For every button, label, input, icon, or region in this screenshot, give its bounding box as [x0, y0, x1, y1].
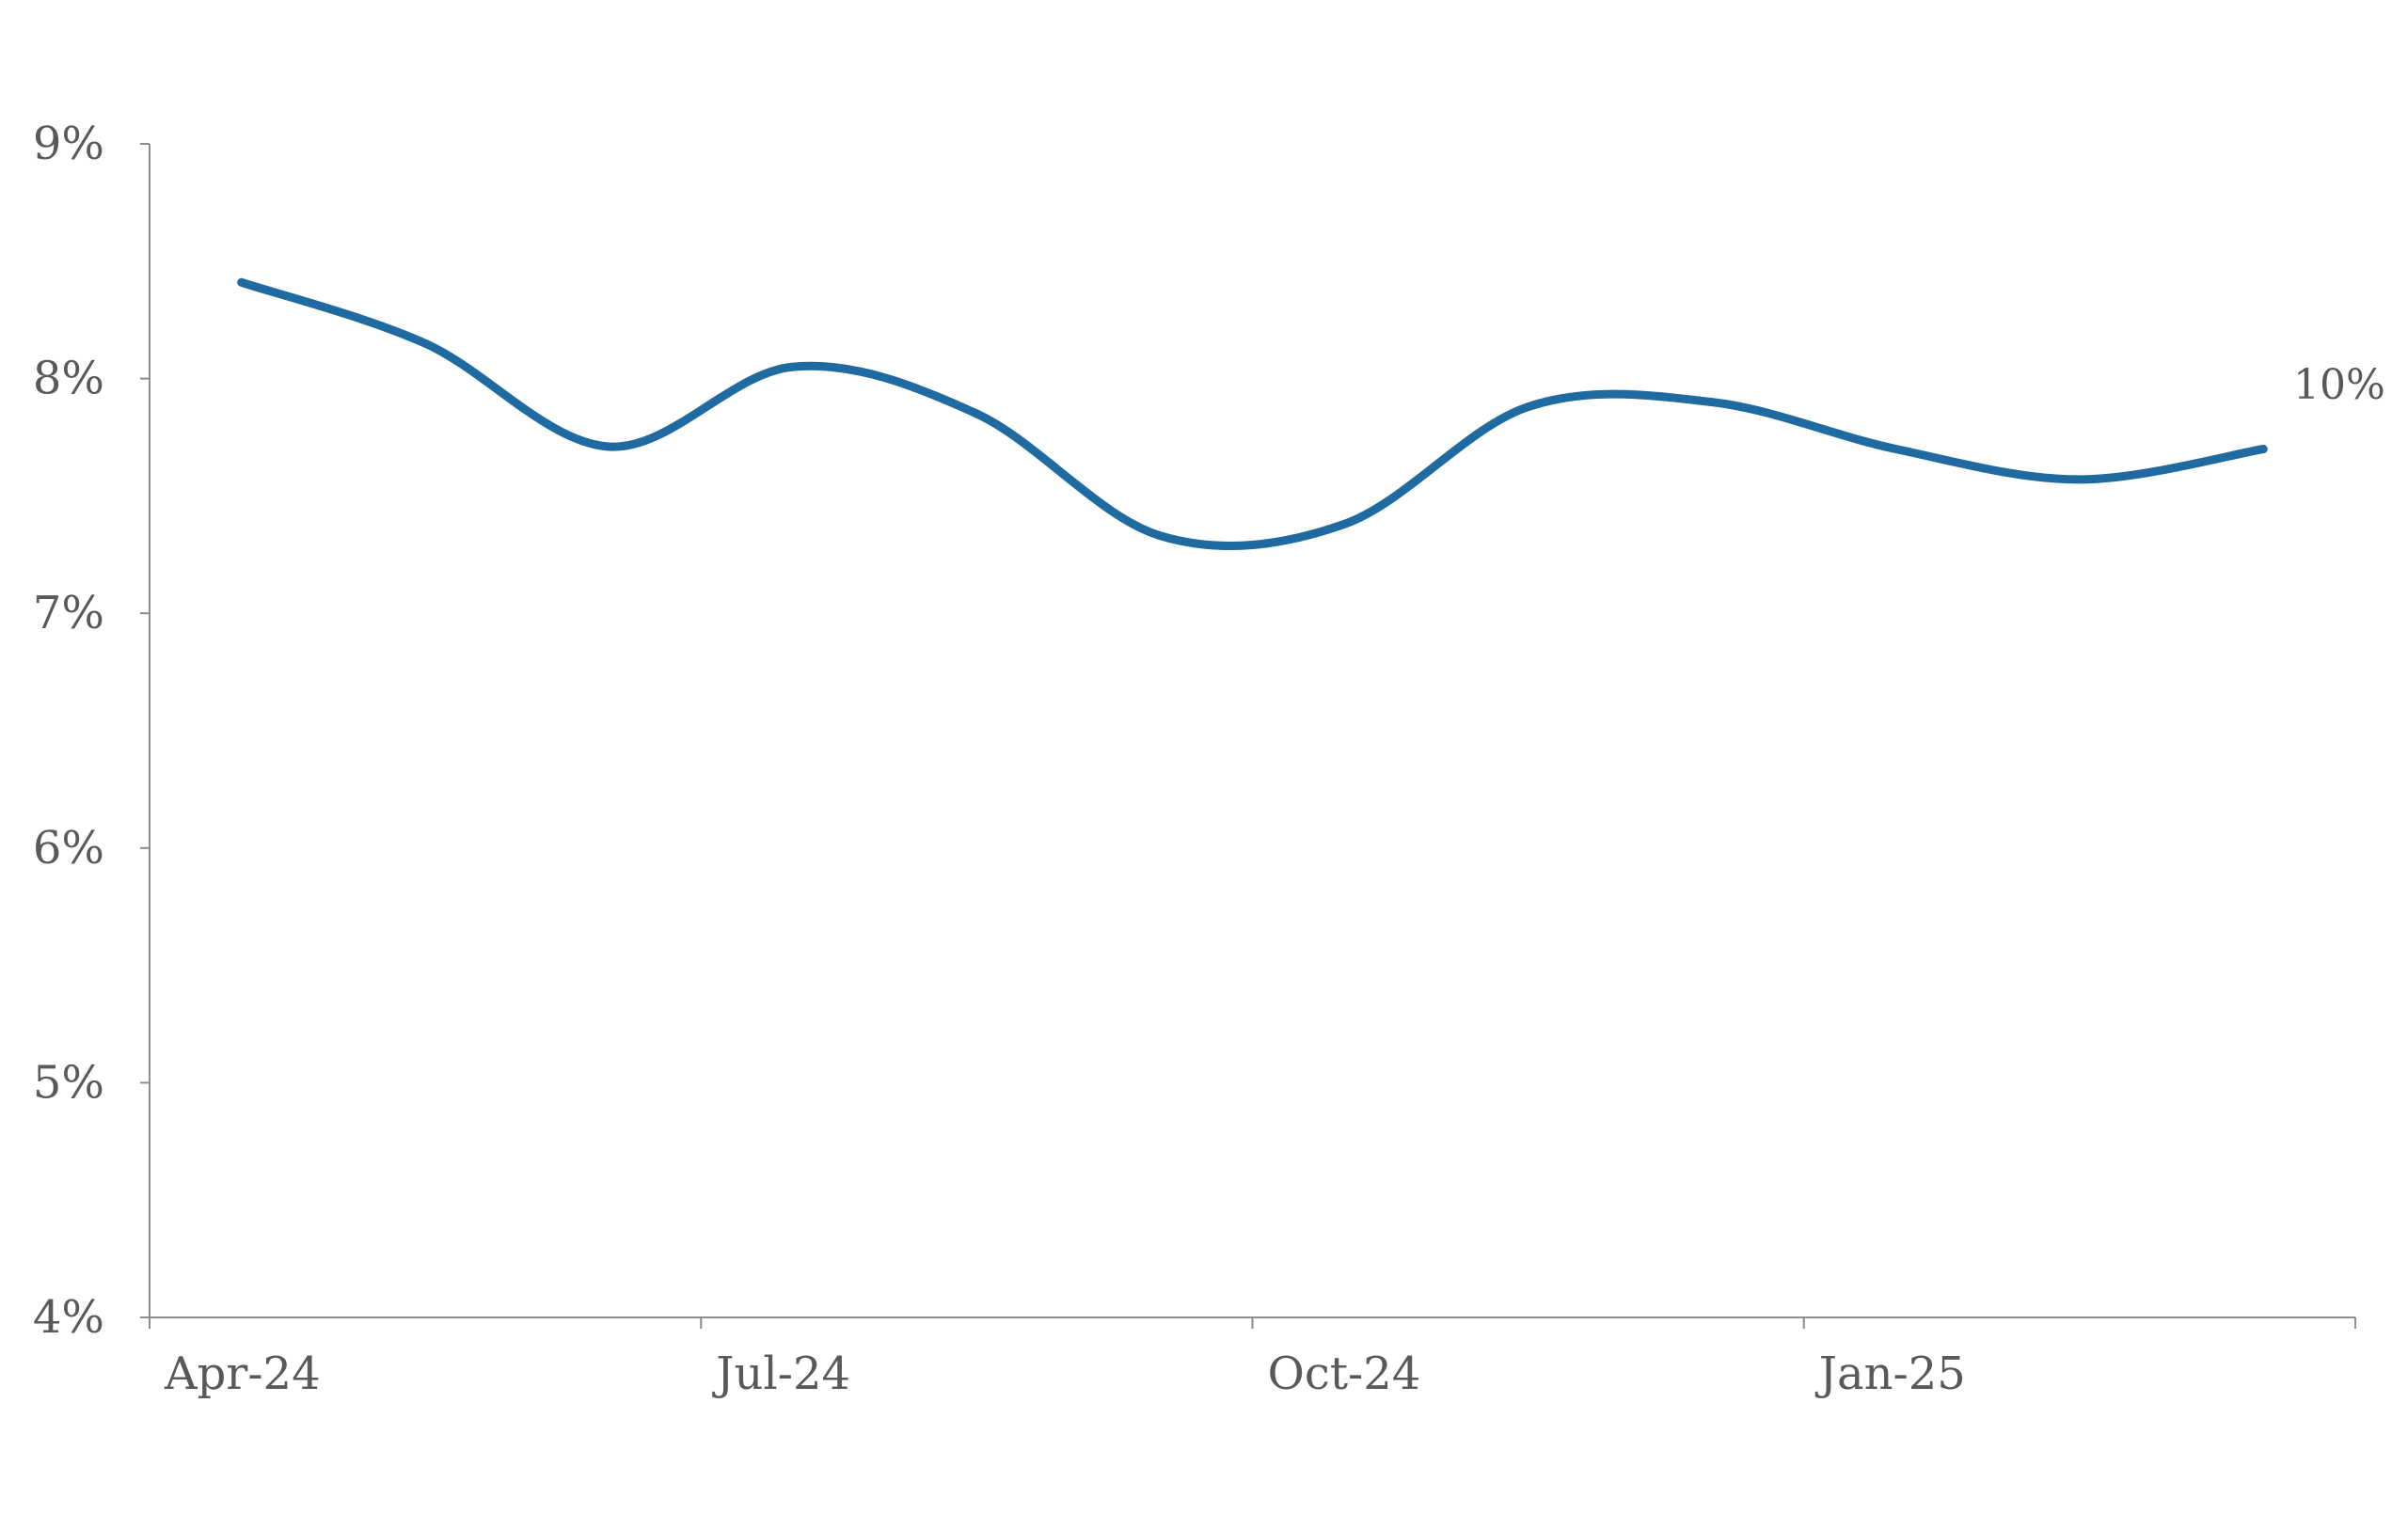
- x-tick-label: Jan-25: [1814, 1348, 1966, 1400]
- y-tick-label: 9%: [33, 118, 104, 170]
- x-tick-label: Oct-24: [1268, 1348, 1421, 1400]
- y-tick-label: 6%: [33, 822, 104, 875]
- end-value-label: 10%: [2293, 361, 2385, 409]
- y-tick-label: 4%: [33, 1291, 104, 1344]
- y-tick-label: 5%: [33, 1056, 104, 1109]
- x-tick-label: Jul-24: [711, 1348, 850, 1400]
- series-line: [237, 277, 2268, 550]
- x-tick-label: Apr-24: [164, 1348, 321, 1400]
- y-tick-label: 8%: [33, 353, 104, 405]
- y-tick-label: 7%: [33, 587, 104, 639]
- x-axis-ticks: Apr-24 Jul-24 Oct-24 Jan-25: [149, 1317, 2356, 1400]
- y-axis-ticks: 4% 5% 6% 7% 8% 9%: [33, 118, 150, 1344]
